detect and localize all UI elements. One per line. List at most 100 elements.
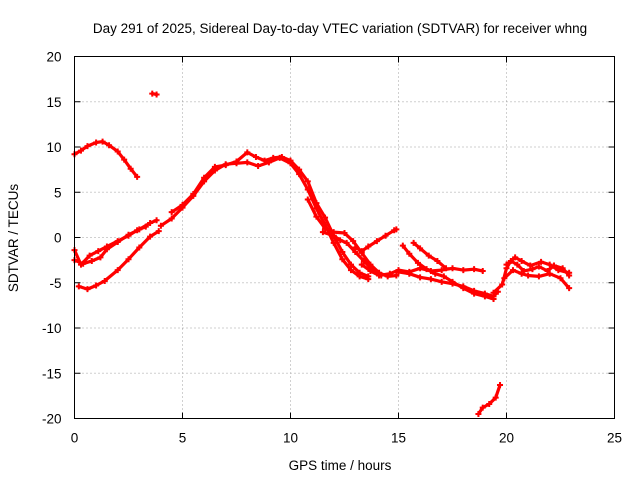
data-point [356, 269, 363, 276]
data-point [127, 165, 134, 172]
series-track-g [168, 149, 372, 280]
data-point [343, 239, 350, 246]
data-point [471, 290, 478, 297]
data-point [365, 243, 372, 250]
y-tick-label: 20 [46, 50, 61, 65]
series-track-q [501, 267, 573, 292]
data-point [337, 237, 344, 244]
x-tick-label: 10 [283, 431, 298, 446]
series-track-e [71, 223, 149, 268]
series-line [72, 140, 139, 179]
data-point [350, 238, 357, 245]
data-point [479, 267, 486, 274]
data-point [501, 275, 508, 282]
y-tick-label: 0 [54, 231, 62, 246]
series-track-j [352, 226, 400, 255]
data-point [438, 278, 445, 285]
data-point [93, 139, 100, 146]
data-point [492, 394, 499, 401]
data-point [142, 223, 149, 230]
data-point [97, 254, 104, 261]
data-point [296, 166, 303, 173]
data-point [406, 250, 413, 257]
data-point [527, 262, 534, 269]
data-point [417, 274, 424, 281]
data-point [330, 239, 337, 246]
data-point [555, 267, 562, 274]
data-point [440, 273, 447, 280]
data-point [471, 266, 478, 273]
data-point [481, 293, 488, 300]
data-point [518, 258, 525, 265]
data-point [201, 174, 208, 181]
data-point [125, 256, 132, 263]
data-point [103, 243, 110, 250]
data-point [261, 157, 268, 164]
data-point [147, 233, 154, 240]
y-tick-label: -10 [42, 321, 62, 336]
y-tick-label: -15 [42, 366, 62, 381]
y-tick-label: 15 [46, 95, 61, 110]
data-point [503, 261, 510, 268]
data-point [211, 163, 218, 170]
data-point [77, 261, 84, 268]
data-point [304, 196, 311, 203]
data-point [386, 270, 393, 277]
data-point [341, 229, 348, 236]
data-point [360, 258, 367, 265]
data-point [427, 276, 434, 283]
data-point [252, 153, 259, 160]
axis-ticks: 0 5 10 15 20 25 -20 -15 -10 -5 0 5 10 15 20 [42, 50, 622, 446]
data-point [330, 232, 337, 239]
y-tick-label: -20 [42, 412, 62, 427]
data-point [393, 226, 400, 233]
data-point [84, 143, 91, 150]
data-point [395, 268, 402, 275]
data-point [425, 252, 432, 259]
series-track-a [71, 138, 141, 180]
data-point [497, 382, 504, 389]
data-point [365, 273, 372, 280]
data-point [287, 157, 294, 164]
series-track-k [358, 261, 486, 279]
series-track-b [149, 90, 160, 98]
data-point [499, 281, 506, 288]
data-point [244, 149, 251, 156]
series-track-o [475, 382, 504, 417]
data-point [270, 154, 277, 161]
data-point [75, 283, 82, 290]
data-point [490, 289, 497, 296]
data-point [233, 158, 240, 165]
data-point [347, 261, 354, 268]
data-point [106, 142, 113, 149]
data-point [114, 267, 121, 274]
data-point [99, 138, 106, 145]
data-point [512, 254, 519, 261]
data-point [514, 261, 521, 268]
data-point [322, 214, 329, 221]
data-point [86, 252, 93, 259]
data-point [393, 272, 400, 279]
data-point [322, 225, 329, 232]
y-tick-label: -5 [49, 276, 61, 291]
series-track-d [75, 228, 162, 293]
data-point [358, 261, 365, 268]
data-point [313, 213, 320, 220]
data-point [423, 266, 430, 273]
data-point [449, 265, 456, 272]
data-point [376, 272, 383, 279]
data-point [410, 239, 417, 246]
chart-title: Day 291 of 2025, Sidereal Day-to-day VTE… [93, 21, 587, 36]
data-point [153, 91, 160, 98]
data-point [566, 269, 573, 276]
data-point [382, 232, 389, 239]
data-point [125, 232, 132, 239]
data-point [529, 266, 536, 273]
data-point [93, 282, 100, 289]
data-point [114, 238, 121, 245]
data-point [358, 248, 365, 255]
data-point [319, 229, 326, 236]
series-line [159, 156, 370, 281]
series-track-n [410, 239, 450, 272]
